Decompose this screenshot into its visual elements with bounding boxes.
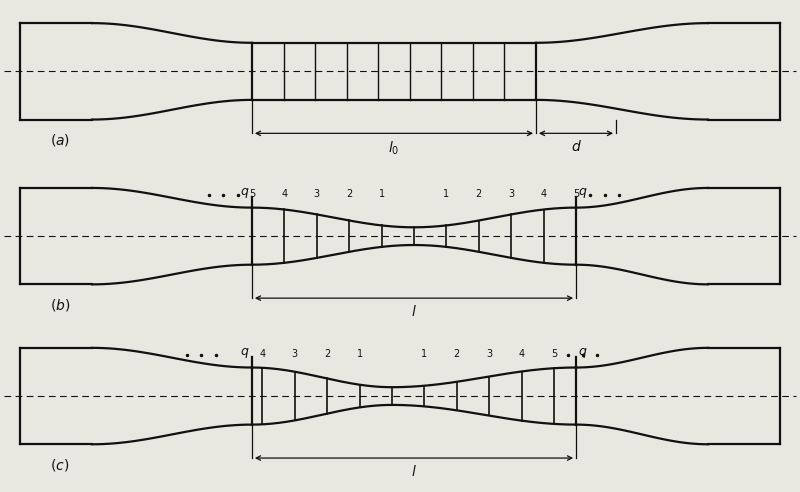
Text: 5: 5 — [551, 349, 557, 359]
Text: $(a)$: $(a)$ — [50, 132, 70, 148]
Text: 3: 3 — [508, 189, 514, 199]
Text: 3: 3 — [314, 189, 320, 199]
Text: $(c)$: $(c)$ — [50, 457, 70, 473]
Text: $l$: $l$ — [411, 464, 417, 479]
Text: 1: 1 — [422, 349, 427, 359]
Text: 4: 4 — [282, 189, 287, 199]
Text: 1: 1 — [443, 189, 450, 199]
Text: 3: 3 — [486, 349, 492, 359]
Text: 3: 3 — [292, 349, 298, 359]
Text: 1: 1 — [378, 189, 385, 199]
Text: $d$: $d$ — [570, 139, 582, 154]
Text: $q$: $q$ — [578, 346, 588, 360]
Text: $l_0$: $l_0$ — [388, 139, 400, 156]
Text: $(b)$: $(b)$ — [50, 297, 70, 313]
Text: 1: 1 — [357, 349, 362, 359]
Text: 4: 4 — [518, 349, 525, 359]
Text: 4: 4 — [259, 349, 266, 359]
Text: 4: 4 — [541, 189, 546, 199]
Text: $q$: $q$ — [578, 186, 588, 200]
Text: $l$: $l$ — [411, 304, 417, 319]
Text: $q$: $q$ — [240, 346, 250, 360]
Text: 2: 2 — [346, 189, 352, 199]
Text: 2: 2 — [454, 349, 460, 359]
Text: 5: 5 — [573, 189, 579, 199]
Text: 2: 2 — [324, 349, 330, 359]
Text: 5: 5 — [249, 189, 255, 199]
Text: $q$: $q$ — [240, 186, 250, 200]
Text: 2: 2 — [476, 189, 482, 199]
